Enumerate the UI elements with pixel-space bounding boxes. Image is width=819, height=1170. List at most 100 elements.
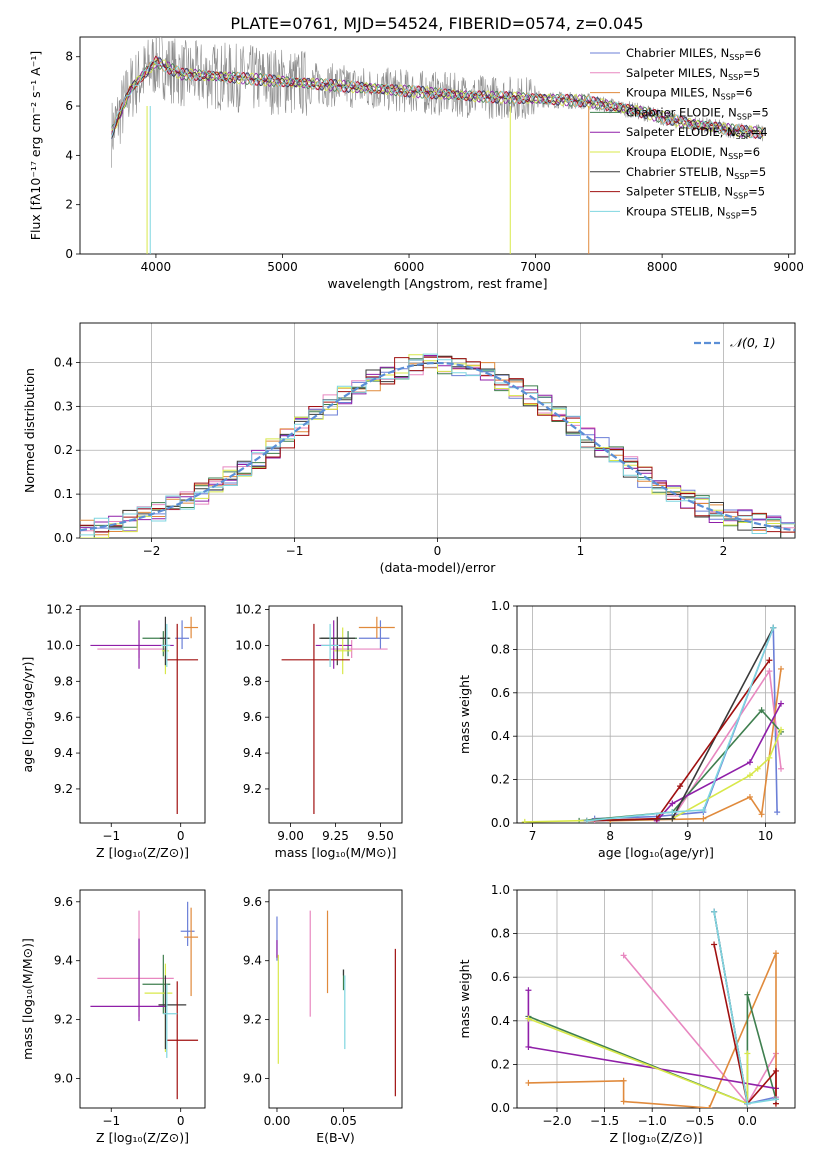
weight-marker — [700, 815, 707, 822]
legend-label: Salpeter MILES, NSSP=5 — [626, 66, 760, 82]
weight-marker — [778, 765, 785, 772]
weight-marker — [744, 1050, 751, 1057]
weight-marker — [746, 759, 753, 766]
legend-label: Chabrier ELODIE, NSSP=5 — [626, 105, 769, 121]
weight-line — [524, 729, 782, 823]
y-tick-label: 0.0 — [491, 1101, 510, 1115]
weight-marker — [772, 950, 779, 957]
y-tick-label: 9.6 — [54, 895, 73, 909]
y-tick-label: 10.2 — [235, 603, 262, 617]
x-tick-label: 0.00 — [264, 1114, 291, 1128]
weight-marker — [677, 783, 684, 790]
weight-line — [586, 659, 771, 822]
weight-marker — [766, 668, 773, 675]
x-axis-label: (data-model)/error — [380, 560, 497, 575]
y-tick-label: 0.8 — [491, 642, 510, 656]
weight-marker — [778, 665, 785, 672]
x-tick-label: 9.25 — [322, 829, 349, 843]
y-tick-label: 9.6 — [243, 895, 262, 909]
y-axis-label: age [log₁₀(age/yr)] — [20, 657, 35, 773]
axes-frame — [268, 889, 403, 1109]
weight-line — [586, 627, 775, 822]
legend-label: Salpeter ELODIE, NSSP=4 — [626, 125, 768, 141]
y-tick-label: 0.2 — [491, 1057, 510, 1071]
weight-marker — [525, 1015, 532, 1022]
mass-age-panel: 9.00 9.25 9.50 9.2 9.4 9.6 9.8 10.0 10.2 mass [lo… — [235, 603, 403, 860]
x-tick-label: 5000 — [267, 260, 298, 274]
normal-curve — [80, 361, 795, 532]
x-tick-label: −0.5 — [685, 1114, 714, 1128]
x-tick-label: 2 — [720, 544, 728, 558]
weight-marker — [744, 991, 751, 998]
y-axis-label: Flux [fλ10⁻¹⁷ erg cm⁻² s⁻¹ A⁻¹] — [28, 51, 43, 240]
age-weight-panel: 7 8 9 10 0.0 0.2 0.4 0.6 0.8 1.0 age [log₁₀(age/yr… — [457, 599, 796, 860]
x-tick-label: −1 — [102, 829, 120, 843]
x-axis-label: Z [log₁₀(Z/Z⊙)] — [96, 1130, 189, 1145]
x-tick-label: −1.5 — [590, 1114, 619, 1128]
figure-title: PLATE=0761, MJD=54524, FIBERID=0574, z=0… — [230, 14, 643, 33]
weight-marker — [774, 809, 781, 816]
y-tick-label: 9.4 — [54, 746, 73, 760]
weight-marker — [653, 815, 660, 822]
y-tick-label: 0.6 — [491, 686, 510, 700]
weight-marker — [620, 1098, 627, 1105]
y-tick-label: 0.6 — [491, 970, 510, 984]
weight-marker — [706, 1105, 713, 1108]
histograms — [80, 353, 795, 538]
weight-marker — [525, 987, 532, 994]
legend-label: Kroupa STELIB, NSSP=5 — [626, 204, 757, 220]
y-tick-label: 0.3 — [54, 399, 73, 413]
axes-frame — [79, 36, 796, 255]
legend-label: Kroupa MILES, NSSP=6 — [626, 86, 752, 102]
x-axis-label: wavelength [Angstrom, rest frame] — [327, 276, 547, 291]
y-tick-label: 0.2 — [54, 443, 73, 457]
y-tick-label: 1.0 — [491, 883, 510, 897]
x-tick-label: 0 — [177, 1114, 185, 1128]
weight-marker — [766, 657, 773, 664]
x-tick-label: −1 — [286, 544, 304, 558]
y-axis-label: Normed distribution — [22, 368, 37, 493]
axes-frame — [79, 889, 206, 1109]
spectrum-lines — [111, 37, 764, 254]
legend-label: Chabrier MILES, NSSP=6 — [626, 46, 761, 62]
y-tick-label: 0.0 — [491, 816, 510, 830]
weight-marker — [620, 1077, 627, 1084]
x-tick-label: 0.0 — [738, 1114, 757, 1128]
weight-marker — [766, 754, 773, 761]
model-spectrum — [111, 59, 764, 139]
x-axis-label: age [log₁₀(age/yr)] — [598, 845, 714, 860]
y-axis-label: mass weight — [457, 675, 472, 754]
weight-marker — [669, 800, 676, 807]
axes-frame — [79, 605, 206, 824]
errorbars — [90, 901, 199, 1100]
x-tick-label: 4000 — [141, 260, 172, 274]
y-tick-label: 9.6 — [243, 710, 262, 724]
errorbars — [276, 910, 396, 1097]
residuals-panel: −2 −1 0 1 2 0.0 0.1 0.2 0.3 0.4 (data-model)/error… — [22, 322, 796, 575]
spectrum-panel: 4000 5000 6000 7000 8000 9000 0 2 4 6 8 wavelength … — [28, 36, 804, 291]
weight-marker — [758, 811, 765, 818]
y-tick-label: 9.4 — [243, 746, 262, 760]
y-tick-label: 0 — [65, 247, 73, 261]
y-tick-label: 0.4 — [54, 355, 73, 369]
weight-marker — [583, 817, 590, 823]
y-tick-label: 9.4 — [54, 954, 73, 968]
y-tick-label: 0.2 — [491, 773, 510, 787]
x-tick-label: −1.0 — [638, 1114, 667, 1128]
x-tick-label: 8 — [606, 829, 614, 843]
axes-frame — [268, 605, 403, 824]
y-axis-label: mass weight — [457, 959, 472, 1038]
errorbars — [90, 616, 199, 815]
y-tick-label: 0.0 — [54, 531, 73, 545]
x-tick-label: 0.05 — [330, 1114, 357, 1128]
weight-marker — [669, 809, 676, 816]
weight-marker — [772, 1067, 779, 1074]
z-age-panel: −1 0 9.2 9.4 9.6 9.8 10.0 10.2 Z [log₁₀(Z/Z⊙)] ag… — [20, 603, 206, 860]
x-tick-label: −1 — [102, 1114, 120, 1128]
weight-marker — [772, 1096, 779, 1103]
histogram-series — [80, 353, 795, 536]
x-tick-label: 8000 — [647, 260, 678, 274]
weight-series — [521, 624, 785, 823]
x-tick-label: 0 — [434, 544, 442, 558]
y-tick-label: 9.2 — [54, 1013, 73, 1027]
